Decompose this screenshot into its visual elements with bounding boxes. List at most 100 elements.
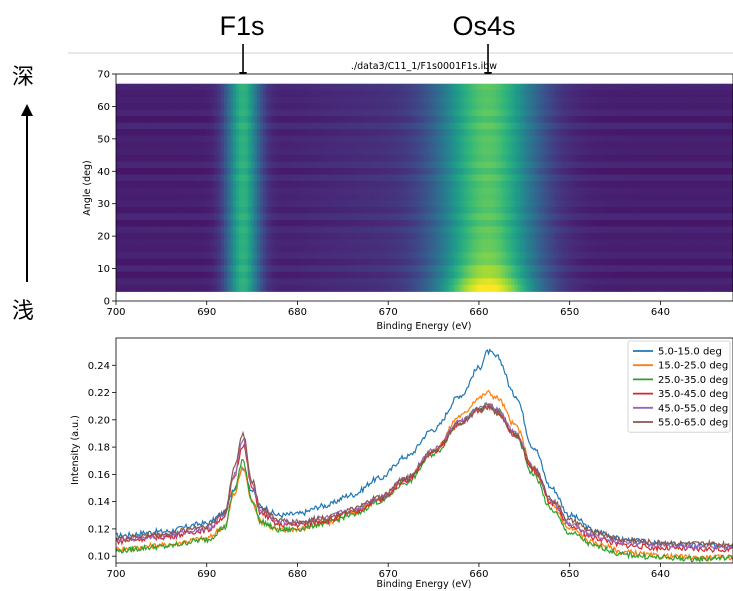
heatmap-cell [454,83,459,91]
heatmap-cell [427,103,432,111]
heatmap-cell [313,135,318,143]
heatmap-cell [520,187,524,195]
heatmap-cell [538,129,542,137]
heatmap-cell [193,187,198,195]
heatmap-cell [178,213,183,221]
heatmap-cell [130,142,135,150]
heatmap-cell [703,155,707,163]
heatmap-cell [691,122,695,130]
heatmap-cell [634,181,638,189]
heatmap-cell [127,219,132,228]
heatmap-cell [418,200,423,208]
heatmap-cell [119,226,123,234]
heatmap-cell [397,174,402,182]
heatmap-cell [175,219,180,228]
heatmap-cell [547,109,551,117]
heatmap-cell [454,109,459,117]
heatmap-cell [166,83,171,91]
heatmap-cell [148,135,153,143]
heatmap-cell [565,200,569,208]
heatmap-cell [616,103,620,111]
heatmap-cell [535,148,539,156]
heatmap-cell [493,148,497,156]
heatmap-cell [613,103,617,111]
heatmap-cell [244,168,249,176]
heatmap-cell [391,206,396,215]
heatmap-cell [673,168,677,176]
heatmap-cell [349,155,354,163]
heatmap-cell [316,109,321,117]
heatmap-cell [604,161,608,169]
heatmap-cell [520,96,524,104]
heatmap-cell [670,116,674,124]
heatmap-cell [385,142,390,150]
heatmap-cell [454,187,459,195]
heatmap-cell [334,135,339,143]
heatmap-cell [568,161,572,169]
heatmap-cell [325,206,330,215]
heatmap-cell [427,232,432,240]
heatmap-cell [310,193,315,202]
heatmap-cell [502,213,506,221]
heatmap-cell [676,148,680,156]
heatmap-cell [301,103,306,111]
heatmap-cell [193,200,198,208]
heatmap-cell [487,103,491,111]
heatmap-cell [520,129,524,137]
heatmap-cell [346,135,351,143]
heatmap-cell [178,187,183,195]
heatmap-cell [484,232,488,240]
heatmap-cell [124,135,129,143]
heatmap-cell [232,187,237,195]
heatmap-cell [487,213,491,221]
heatmap-cell [268,116,273,124]
heatmap-cell [319,103,324,111]
heatmap-cell [511,213,515,221]
heatmap-cell [487,129,491,137]
heatmap-cell [445,206,450,215]
heatmap-cell [397,155,402,163]
heatmap-cell [238,161,243,169]
heatmap-cell [187,129,192,137]
heatmap-cell [235,174,240,182]
heatmap-cell [364,96,369,104]
heatmap-cell [523,206,527,215]
heatmap-cell [727,129,731,137]
heatmap-cell [430,103,435,111]
heatmap-cell [382,135,387,143]
heatmap-cell [505,232,509,240]
heatmap-cell [568,96,572,104]
heatmap-cell [412,193,417,202]
heatmap-cell [625,174,629,182]
heatmap-cell [178,232,183,240]
heatmap-cell [277,213,282,221]
heatmap-cell [505,174,509,182]
heatmap-cell [709,232,713,240]
heatmap-cell [646,193,650,202]
heatmap-cell [119,174,123,182]
heatmap-cell [571,142,575,150]
heatmap-cell [451,148,456,156]
heatmap-cell [706,161,710,169]
heatmap-cell [373,193,378,202]
heatmap-cell [205,206,210,215]
heatmap-cell [283,193,288,202]
heatmap-cell [163,103,168,111]
heatmap-cell [202,226,207,234]
heatmap-cell [463,122,468,130]
heatmap-cell [472,193,477,202]
heatmap-cell [622,213,626,221]
heatmap-cell [409,103,414,111]
heatmap-cell [676,90,680,98]
heatmap-cell [325,193,330,202]
heatmap-cell [628,155,632,163]
heatmap-cell [169,161,174,169]
heatmap-cell [253,148,258,156]
heatmap-cell [274,206,279,215]
heatmap-cell [124,213,129,221]
heatmap-cell [469,90,474,98]
heatmap-cell [391,83,396,91]
heatmap-cell [283,226,288,234]
heatmap-cell [658,232,662,240]
heatmap-cell [376,148,381,156]
